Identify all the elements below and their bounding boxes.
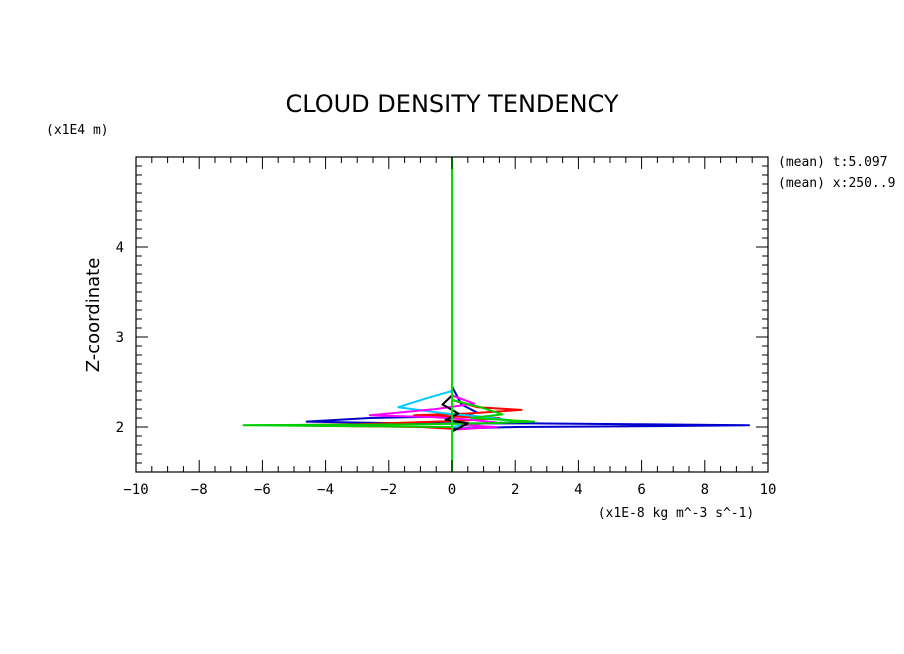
annotation-x-mean: (mean) x:250..9 bbox=[778, 176, 895, 191]
y-tick-label: 4 bbox=[116, 240, 124, 256]
y-tick-label: 3 bbox=[116, 330, 124, 346]
x-tick-label: −10 bbox=[123, 482, 148, 498]
x-tick-label: −8 bbox=[191, 482, 208, 498]
x-tick-label: 6 bbox=[637, 482, 645, 498]
tick-layer: −10 −8 −6 −4 −2 0 2 4 6 8 10 2 3 4 bbox=[116, 156, 777, 498]
x-tick-label: 0 bbox=[448, 482, 456, 498]
x-tick-label: 8 bbox=[701, 482, 709, 498]
x-axis-label: (x1E-8 kg m^-3 s^-1) bbox=[598, 506, 755, 521]
x-tick-label: −2 bbox=[380, 482, 397, 498]
chart-title: CLOUD DENSITY TENDENCY bbox=[285, 90, 618, 118]
x-tick-label: −6 bbox=[254, 482, 271, 498]
series-line-4 bbox=[242, 157, 536, 472]
x-tick-label: 4 bbox=[574, 482, 582, 498]
x-tick-label: −4 bbox=[317, 482, 334, 498]
x-tick-label: 10 bbox=[760, 482, 777, 498]
series-layer bbox=[242, 157, 751, 472]
y-tick-label: 2 bbox=[116, 420, 124, 436]
annotation-time-mean: (mean) t:5.097 bbox=[778, 155, 888, 170]
y-unit-label: (x1E4 m) bbox=[46, 123, 109, 138]
plot-frame bbox=[135, 156, 769, 473]
series-line-5 bbox=[441, 292, 469, 433]
y-axis-label: Z-coordinate bbox=[83, 258, 104, 373]
x-tick-label: 2 bbox=[511, 482, 519, 498]
